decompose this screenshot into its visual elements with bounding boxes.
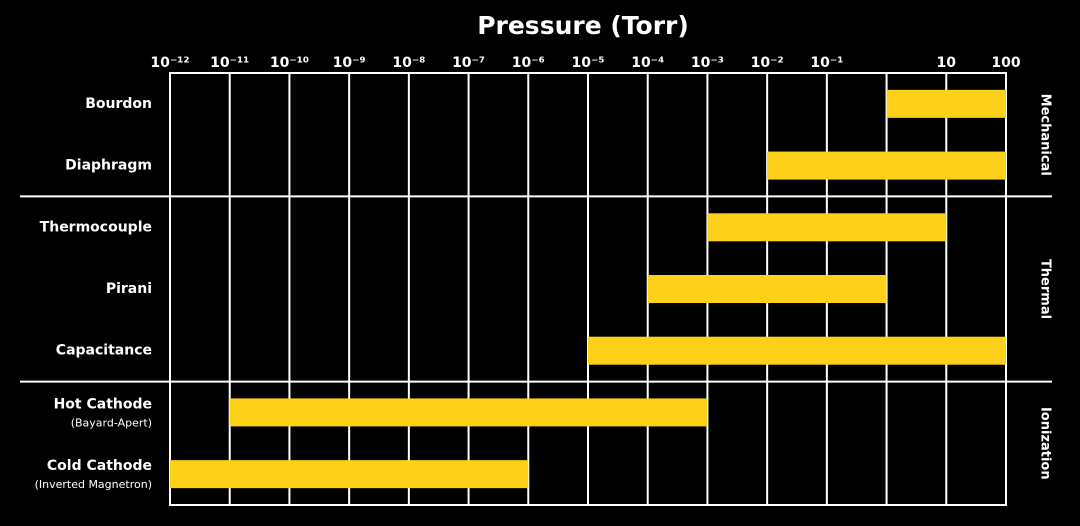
row-label: Hot Cathode [54,396,152,412]
row-sublabel: (Inverted Magnetron) [35,478,152,491]
x-tick-label: 10⁻⁸ [392,55,425,71]
row-label: Bourdon [85,96,152,112]
bar [588,336,1006,365]
group-label: Thermal [1038,259,1053,319]
x-tick-label: 100 [991,55,1020,71]
x-tick-label: 10⁻⁹ [333,55,366,71]
group-label: Ionization [1038,407,1053,480]
x-tick-label: 10⁻¹² [150,55,189,71]
x-tick-label: 10 [937,55,957,71]
plot-border [169,72,1007,506]
chart-title: Pressure (Torr) [477,11,689,40]
x-tick-label: 10⁻⁷ [452,55,485,71]
x-tick-label: 10⁻¹¹ [210,55,249,71]
row-label: Thermocouple [40,219,152,235]
group-label: Mechanical [1038,94,1053,176]
bar [886,89,1006,118]
row-label: Pirani [106,281,152,297]
x-tick-label: 10⁻⁶ [512,55,545,71]
x-tick-label: 10⁻³ [691,55,724,71]
x-tick-label: 10⁻⁵ [571,55,604,71]
x-tick-label: 10⁻¹ [810,55,843,71]
x-tick-label: 10⁻¹⁰ [270,55,309,71]
x-tick-label: 10⁻⁴ [631,55,664,71]
bar [647,275,887,303]
bar [170,460,529,489]
bar [767,151,1006,180]
row-label: Capacitance [56,343,152,359]
bar [707,213,947,242]
row-label: Diaphragm [65,158,152,174]
bar [229,398,708,427]
row-label: Cold Cathode [47,458,152,474]
row-sublabel: (Bayard-Apert) [71,416,152,429]
x-tick-label: 10⁻² [751,55,784,71]
